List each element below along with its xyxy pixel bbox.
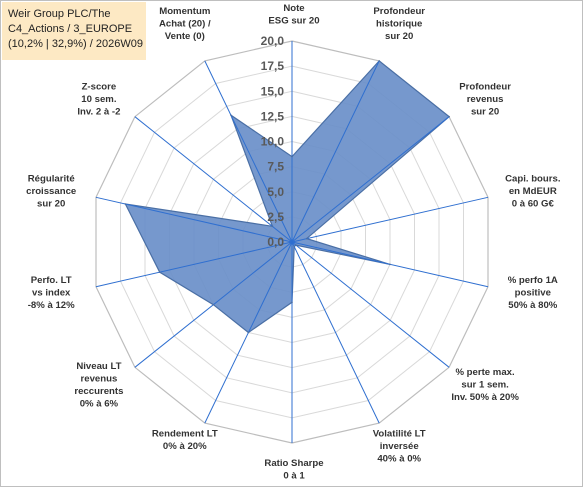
tick-label: 17,5: [261, 59, 285, 73]
title-line-1: Weir Group PLC/The: [8, 8, 111, 20]
category-label-3: Capi. bours. en MdEUR 0 à 60 G€: [505, 173, 560, 209]
category-label-6: Volatilité LT inversée 40% à 0%: [373, 428, 426, 464]
tick-label: 2,5: [267, 210, 284, 224]
category-label-2: Profondeur revenus sur 20: [459, 82, 511, 118]
category-labels: Note ESG sur 20 Profondeur historique sur 20…: [26, 3, 560, 482]
data-point-7: [291, 301, 293, 304]
data-point-6: [293, 245, 296, 248]
data-point-8: [247, 331, 250, 334]
radar-series: [95, 41, 489, 443]
title-line-2: C4_Actions / 3_EUROPE: [8, 23, 133, 35]
tick-label: 7,5: [267, 160, 284, 174]
category-label-12: Z-score 10 sem. Inv. 2 à -2: [77, 82, 120, 118]
tick-label: 5,0: [267, 185, 284, 199]
spoke-2: [291, 116, 450, 243]
category-label-10: Perfo. LT vs index -8% à 12%: [28, 275, 75, 311]
spoke-3: [291, 196, 489, 243]
tick-label: 12,5: [261, 109, 285, 123]
spoke-13: [204, 60, 293, 243]
category-label-0: Note ESG sur 20: [268, 3, 319, 27]
data-point-10: [158, 271, 161, 274]
data-point-0: [291, 155, 293, 158]
category-label-7: Ratio Sharpe 0 à 1: [264, 458, 323, 482]
spoke-11: [95, 196, 293, 243]
spoke-5: [291, 241, 450, 368]
tick-label: 10,0: [261, 135, 285, 149]
data-point-13: [230, 114, 232, 116]
data-point-11: [124, 203, 127, 205]
spoke-1: [291, 60, 380, 243]
category-label-13: Momentum Achat (20) / Vente (0): [159, 6, 211, 42]
data-point-4: [389, 263, 391, 266]
category-label-8: Rendement LT 0% à 20%: [152, 428, 218, 452]
chart-title: Weir Group PLC/The C4_Actions / 3_EUROPE…: [2, 2, 146, 60]
category-label-11: Régularité croissance sur 20: [26, 173, 76, 209]
category-label-4: % perfo 1A positive 50% à 80%: [508, 275, 558, 311]
category-label-5: % perte max. sur 1 sem. Inv. 50% à 20%: [451, 367, 519, 403]
data-point-5: [295, 244, 297, 246]
data-point-3: [305, 237, 308, 240]
tick-label: 20,0: [261, 34, 285, 48]
title-line-3: (10,2% | 32,9%) / 2026W09: [8, 38, 143, 50]
category-label-9: Niveau LT revenus reccurents 0% à 6%: [74, 361, 123, 410]
tick-label: 0,0: [267, 235, 284, 249]
radial-tick-labels: 0,0 2,5 5,0 7,5 10,0 12,5 15,0 17,5 20,0: [261, 34, 285, 249]
data-point-12: [271, 225, 274, 228]
series-area: [124, 60, 451, 334]
spoke-10: [95, 241, 293, 288]
data-point-1: [378, 60, 381, 62]
spoke-12: [134, 116, 293, 243]
tick-label: 15,0: [261, 84, 285, 98]
spoke-6: [291, 241, 380, 424]
data-point-9: [212, 303, 215, 306]
data-point-2: [448, 115, 450, 118]
category-label-1: Profondeur historique sur 20: [373, 6, 425, 42]
